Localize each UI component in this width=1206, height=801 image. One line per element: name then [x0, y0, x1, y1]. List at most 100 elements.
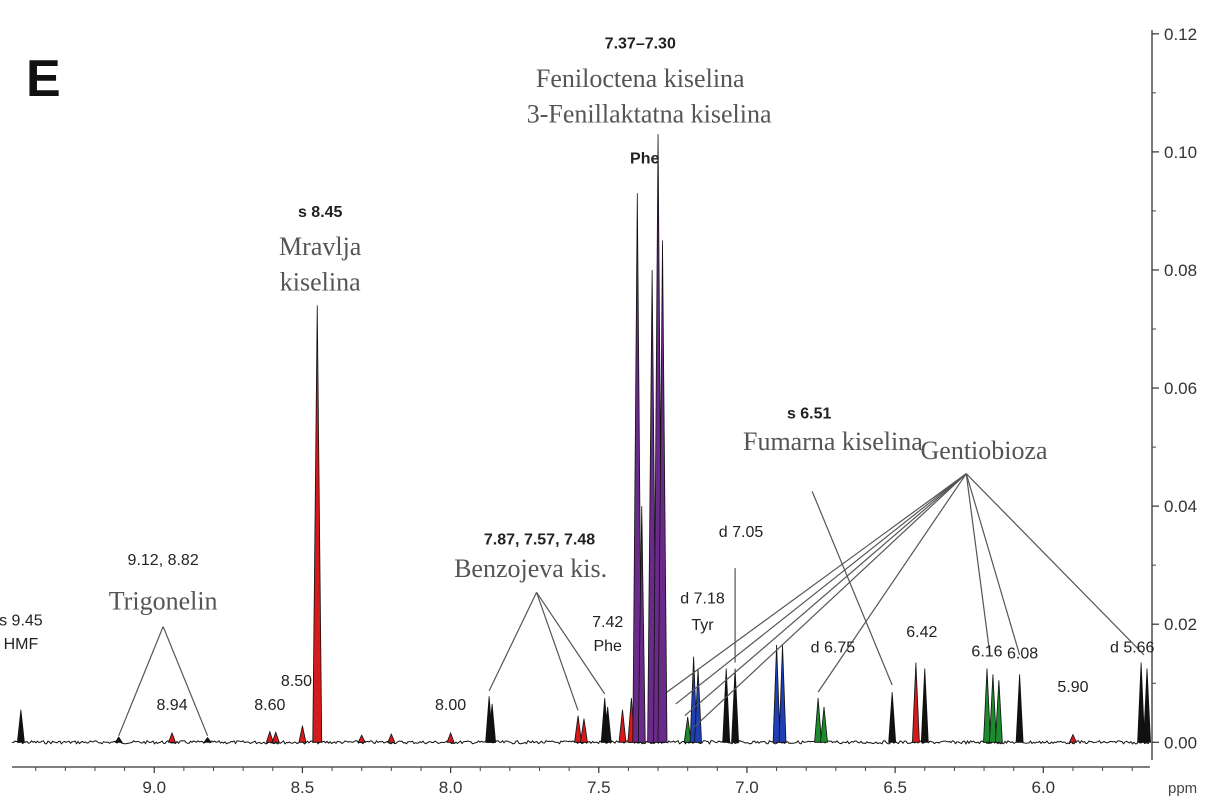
peak-3 [203, 736, 212, 743]
leader-line-2 [488, 592, 538, 692]
shift-label-shift-742: 7.42 [592, 614, 623, 631]
spectrum-peaks [16, 134, 1151, 743]
chemical-shift-labels: s 9.45 HMF 9.12, 8.82 8.94 8.60 8.50 s 8.45 8.0… [0, 36, 1155, 714]
leader-line-11 [817, 473, 967, 693]
shift-label-tyr-name: Tyr [691, 617, 714, 634]
peak-40 [1068, 733, 1078, 743]
peak-12 [488, 703, 497, 743]
peak-27 [722, 668, 731, 743]
shift-label-shift-860: 8.60 [254, 697, 285, 714]
leader-line-5 [811, 491, 893, 686]
peak-42 [1143, 668, 1151, 743]
y-tick-label-4: 0.08 [1164, 261, 1197, 280]
compound-label-formic-1: Mravlja [279, 232, 362, 261]
shift-label-shift-850: 8.50 [281, 673, 312, 690]
peak-36 [983, 668, 991, 743]
leader-line-4 [536, 591, 606, 695]
peak-4 [265, 730, 274, 743]
shift-label-benzoic-shifts: 7.87, 7.57, 7.48 [484, 532, 595, 549]
y-tick-label-1: 0.02 [1164, 615, 1197, 634]
peak-34 [911, 662, 920, 743]
leader-line-8 [675, 473, 967, 705]
shift-label-shift-894: 8.94 [156, 697, 187, 714]
y-tick-label-2: 0.04 [1164, 497, 1197, 516]
shift-label-shift-590: 5.90 [1057, 679, 1088, 696]
x-tick-label-0: 9.0 [142, 778, 166, 797]
peak-23 [657, 240, 668, 743]
x-tick-label-6: 6.0 [1031, 778, 1055, 797]
shift-label-shift-642: 6.42 [906, 624, 937, 641]
peak-31 [814, 697, 823, 743]
peak-32 [820, 706, 828, 743]
peak-29 [772, 644, 781, 743]
peak-41 [1137, 662, 1146, 743]
compound-label-gentiobiose: Gentiobioza [921, 436, 1049, 465]
shift-label-shift-608: 6.08 [1007, 645, 1038, 662]
panel-label: E [26, 50, 61, 108]
x-tick-label-1: 8.5 [291, 778, 315, 797]
peak-37 [989, 674, 997, 743]
shift-label-phe-742: Phe [593, 638, 622, 655]
peak-24 [683, 716, 692, 743]
shift-label-shift-566: d 5.66 [1110, 640, 1155, 657]
shift-label-phe-shifts: 7.37–7.30 [605, 36, 676, 53]
shift-label-shift-675: d 6.75 [811, 640, 856, 657]
peak-1 [114, 736, 123, 743]
shift-label-hmf-shift: s 9.45 [0, 612, 43, 629]
shift-label-formic-shift: s 8.45 [298, 204, 343, 221]
shift-label-trigonelin-shifts: 9.12, 8.82 [128, 552, 199, 569]
shift-label-shift-705: d 7.05 [719, 524, 764, 541]
y-tick-label-3: 0.06 [1164, 379, 1197, 398]
peak-28 [731, 668, 740, 743]
compound-name-labels: Trigonelin Mravlja kiselina Benzojeva kis. F… [109, 64, 1048, 616]
leader-line-1 [162, 626, 209, 737]
x-tick-label-2: 8.0 [439, 778, 463, 797]
shift-label-tyr-shift: d 7.18 [680, 591, 725, 608]
leader-line-12 [965, 473, 991, 655]
peak-0 [16, 709, 25, 743]
axes: 9.0 8.5 8.0 7.5 7.0 6.5 6.0 ppm 0.00 0.02 0.04 0.06… [12, 25, 1197, 797]
peak-20 [637, 506, 646, 743]
compound-label-phenylacetic: Feniloctena kiselina [536, 64, 745, 93]
x-tick-label-5: 6.5 [883, 778, 907, 797]
shift-label-hmf-name: HMF [4, 636, 39, 653]
y-tick-label-0: 0.00 [1164, 733, 1197, 752]
compound-label-trigonelin: Trigonelin [109, 586, 218, 615]
x-axis-unit: ppm [1168, 780, 1197, 797]
compound-label-formic-2: kiselina [280, 268, 361, 297]
compound-label-fumaric: Fumarna kiselina [743, 427, 923, 456]
x-tick-label-3: 7.5 [587, 778, 611, 797]
peak-19 [632, 193, 643, 743]
leader-line-0 [118, 626, 164, 737]
peak-13 [574, 715, 582, 743]
peak-9 [387, 732, 396, 743]
peak-38 [994, 680, 1003, 743]
shift-label-shift-616: 6.16 [971, 644, 1002, 661]
leader-line-7 [666, 473, 967, 693]
peak-2 [167, 731, 177, 743]
peak-6 [298, 725, 307, 743]
y-tick-label-6: 0.12 [1164, 25, 1197, 44]
peak-8 [357, 734, 366, 743]
peak-7 [312, 305, 323, 743]
leader-line-14 [965, 473, 1145, 656]
annotation-leader-lines [118, 473, 1145, 737]
peak-33 [888, 692, 897, 743]
peak-10 [446, 731, 455, 743]
peak-30 [778, 644, 787, 743]
peak-14 [579, 718, 588, 743]
peak-35 [920, 668, 929, 743]
x-tick-label-4: 7.0 [735, 778, 759, 797]
peak-16 [603, 706, 612, 743]
shift-label-shift-800: 8.00 [435, 697, 466, 714]
peak-5 [271, 731, 280, 743]
peak-17 [618, 709, 627, 743]
leader-line-13 [965, 473, 1021, 656]
shift-label-fumaric-shift: s 6.51 [787, 406, 832, 423]
leader-line-10 [693, 473, 967, 728]
peak-39 [1015, 674, 1024, 743]
compound-label-phenyllactic: 3-Fenillaktatna kiselina [527, 99, 772, 128]
compound-label-benzoic: Benzojeva kis. [454, 554, 607, 583]
leader-line-3 [535, 592, 579, 711]
